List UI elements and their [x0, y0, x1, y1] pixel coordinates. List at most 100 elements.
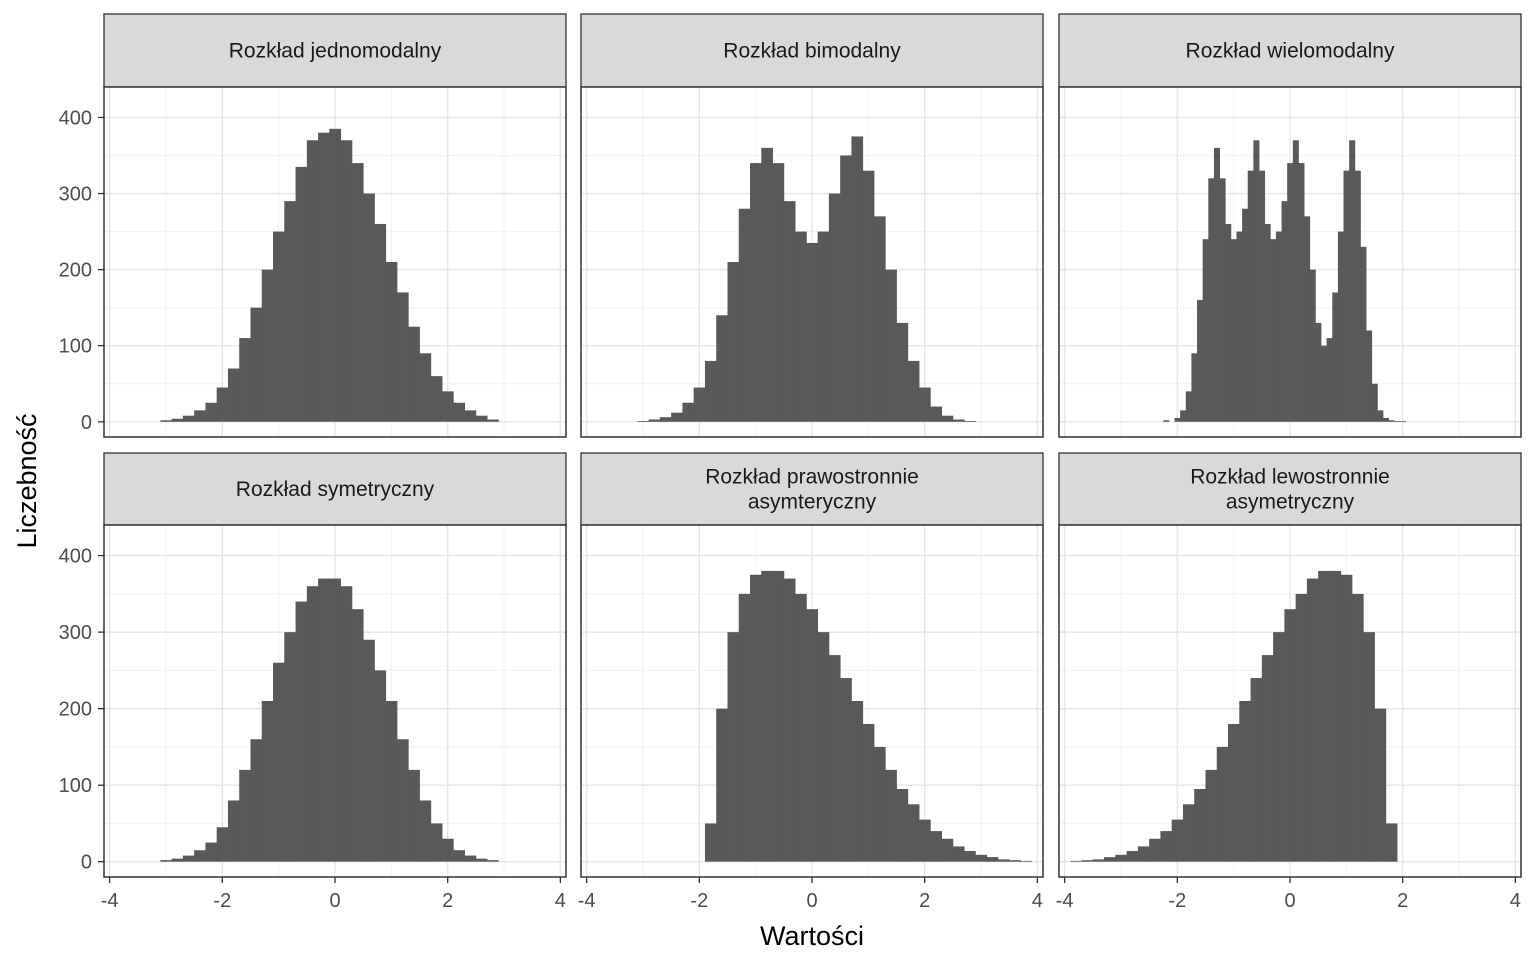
- histogram-bar: [408, 326, 420, 422]
- histogram-bar: [1171, 819, 1184, 862]
- histogram-bar: [1377, 410, 1384, 422]
- histogram-bar: [329, 578, 342, 862]
- histogram-bar: [1239, 701, 1251, 862]
- histogram-bar: [295, 166, 308, 422]
- histogram-bar: [1197, 300, 1204, 422]
- histogram-bar: [682, 402, 695, 422]
- x-tick-label: 4: [555, 890, 566, 912]
- histogram-bar: [475, 415, 488, 422]
- x-tick-label: 2: [919, 890, 930, 912]
- y-axis-title: Liczebność: [12, 413, 42, 548]
- histogram-bar: [160, 860, 173, 862]
- histogram-bar: [487, 419, 499, 422]
- x-tick-label: 2: [442, 890, 453, 912]
- histogram-bar: [862, 170, 875, 422]
- histogram-bar: [239, 338, 251, 422]
- histogram-bar: [453, 850, 465, 862]
- histogram-bar: [1295, 593, 1308, 862]
- y-tick-label: 0: [81, 852, 92, 874]
- x-axis-title: Wartości: [760, 921, 864, 951]
- facet-panel-1: Rozkład jednomodalny: [103, 13, 567, 438]
- facet-title-line: asymetryczny: [1226, 491, 1355, 514]
- histogram-bar: [385, 701, 398, 862]
- y-tick-label: 300: [59, 622, 92, 644]
- x-tick-label: 0: [1284, 890, 1295, 912]
- histogram-bar: [885, 269, 897, 422]
- histogram-bar: [671, 412, 683, 422]
- y-axes: 0 100 200 300 400 0 100 200 300 400: [59, 107, 104, 874]
- histogram-bar: [1009, 860, 1021, 862]
- facet-title-line: Rozkład bimodalny: [723, 40, 901, 63]
- histogram-bar: [1202, 239, 1209, 422]
- histogram-bar: [374, 670, 387, 862]
- x-tick-label: -4: [101, 890, 119, 912]
- y-tick-label: 200: [59, 699, 92, 721]
- histogram-bar: [1298, 163, 1305, 422]
- histogram-bar: [1329, 570, 1342, 862]
- histogram-bar: [952, 419, 965, 422]
- histogram-bar: [1208, 178, 1215, 422]
- histogram-bar: [273, 231, 285, 422]
- histogram-bar: [306, 586, 319, 862]
- histogram-bar: [1250, 678, 1263, 862]
- histogram-bar: [727, 262, 740, 422]
- histogram-bar: [952, 846, 965, 862]
- histogram-bar: [1292, 140, 1299, 422]
- histogram-bar: [1253, 140, 1260, 422]
- facet-panel-2: Rozkład bimodalny: [580, 13, 1044, 438]
- histogram-bar: [986, 857, 999, 862]
- histogram-bar: [194, 410, 206, 422]
- histogram-bar: [216, 827, 229, 862]
- y-tick-label: 400: [59, 546, 92, 568]
- histogram-bar: [930, 406, 942, 422]
- facet-title-line: Rozkład jednomodalny: [229, 40, 442, 63]
- histogram-bar: [182, 855, 195, 862]
- histogram-bar: [930, 831, 942, 862]
- histogram-bar: [840, 678, 852, 862]
- y-tick-label: 100: [59, 775, 92, 797]
- histogram-bar: [840, 155, 852, 422]
- histogram-bar: [306, 140, 319, 422]
- histogram-bar: [1225, 223, 1232, 422]
- histogram-bar: [261, 701, 274, 862]
- histogram-bar: [351, 609, 364, 862]
- y-tick-label: 0: [81, 412, 92, 434]
- histogram-bar: [1360, 246, 1367, 422]
- histogram-bar: [1137, 846, 1150, 862]
- histogram-bar: [772, 163, 785, 422]
- histogram-bar: [363, 193, 375, 422]
- histogram-bar: [160, 420, 173, 422]
- histogram-bar: [1354, 170, 1361, 422]
- histogram-bar: [862, 723, 875, 862]
- histogram-bar: [1247, 170, 1254, 422]
- histogram-bar: [1070, 860, 1082, 862]
- histogram-bar: [1149, 838, 1161, 862]
- histogram-bar: [1371, 383, 1378, 422]
- histogram-bar: [1315, 322, 1322, 422]
- histogram-bar: [997, 859, 1010, 862]
- histogram-bar: [1020, 860, 1033, 862]
- histogram-bar: [227, 800, 240, 862]
- histogram-bar: [1284, 609, 1297, 862]
- histogram-bar: [873, 216, 886, 422]
- histogram-bar: [1160, 831, 1173, 862]
- x-tick-label: 4: [1510, 890, 1521, 912]
- histogram-bar: [716, 315, 728, 422]
- histogram-bar: [318, 578, 330, 862]
- histogram-bar: [727, 632, 740, 862]
- histogram-bar: [828, 193, 841, 422]
- histogram-bar: [693, 387, 706, 422]
- facet-title-line: Rozkład symetryczny: [236, 478, 435, 501]
- y-tick-label: 200: [59, 260, 92, 282]
- histogram-bar: [408, 769, 420, 862]
- x-tick-label: -4: [578, 890, 596, 912]
- histogram-bar: [1340, 574, 1353, 862]
- histogram-bar: [1194, 789, 1206, 862]
- histogram-bar: [1332, 292, 1339, 422]
- histogram-bar: [1363, 632, 1375, 862]
- histogram-bar: [318, 132, 330, 422]
- histogram-bar: [975, 854, 988, 862]
- x-tick-label: -2: [1168, 890, 1186, 912]
- panels: Rozkład jednomodalny Rozkład bimodalny Roz…: [103, 13, 1522, 878]
- histogram-bar: [374, 223, 387, 422]
